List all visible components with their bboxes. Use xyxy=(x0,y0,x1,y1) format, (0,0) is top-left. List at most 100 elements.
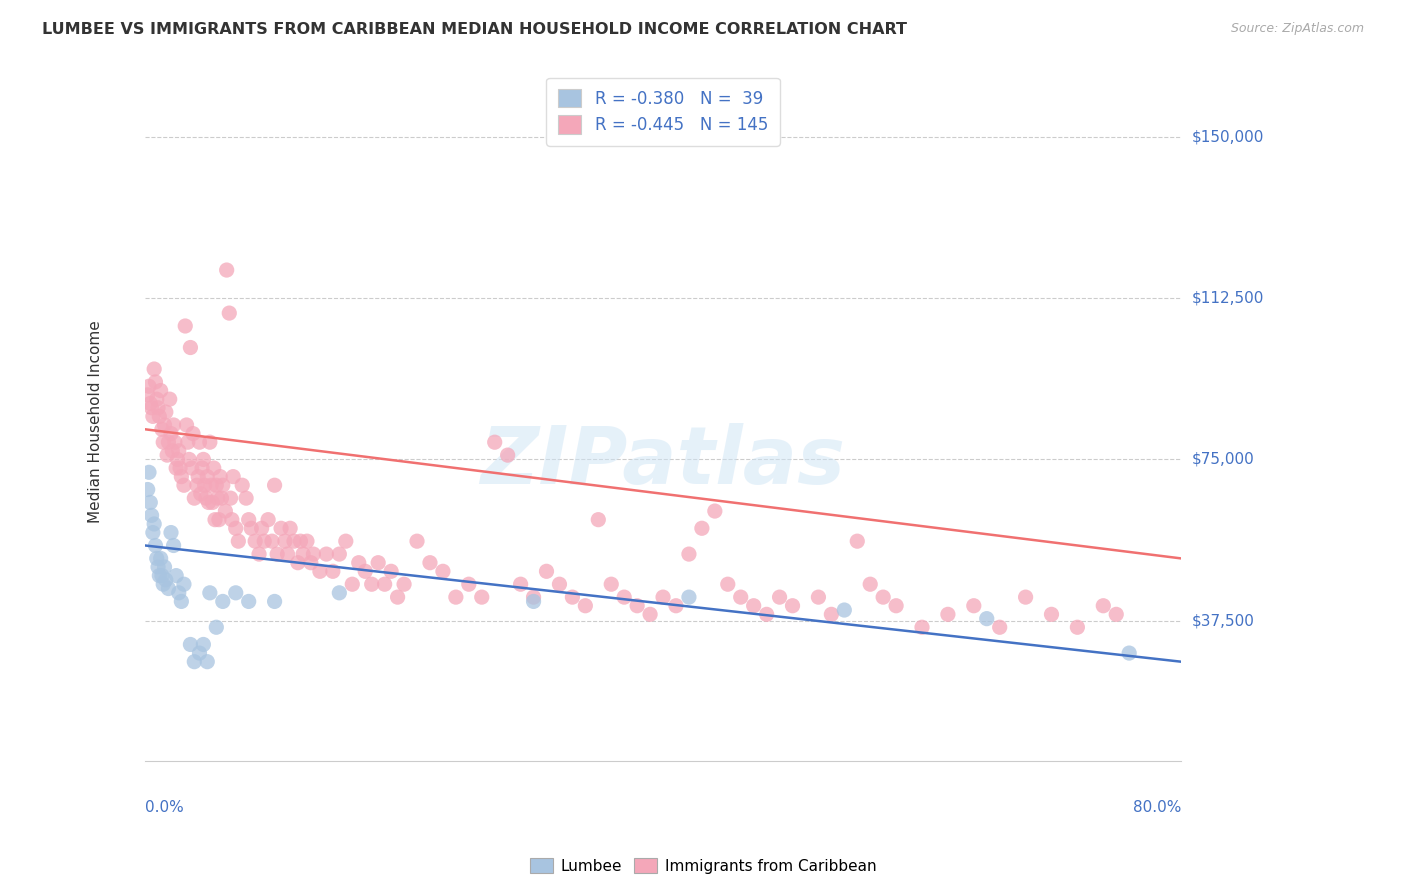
Point xyxy=(335,534,357,549)
Legend: R = -0.380   N =  39, R = -0.445   N = 145: R = -0.380 N = 39, R = -0.445 N = 145 xyxy=(547,78,780,145)
Point xyxy=(205,478,228,492)
Point xyxy=(183,655,205,669)
Point xyxy=(194,491,217,505)
Text: 80.0%: 80.0% xyxy=(1133,799,1181,814)
Point xyxy=(457,577,479,591)
Point xyxy=(250,521,273,535)
Point xyxy=(328,586,350,600)
Point xyxy=(354,564,377,578)
Point xyxy=(160,426,183,441)
Point xyxy=(652,590,675,604)
Point xyxy=(243,534,266,549)
Point xyxy=(1092,599,1115,613)
Point xyxy=(387,590,409,604)
Point xyxy=(1014,590,1036,604)
Text: $150,000: $150,000 xyxy=(1192,129,1264,145)
Point xyxy=(186,478,208,492)
Point xyxy=(406,534,429,549)
Point xyxy=(195,469,218,483)
Point xyxy=(742,599,765,613)
Point xyxy=(678,590,700,604)
Point xyxy=(141,508,163,523)
Point xyxy=(188,435,211,450)
Point xyxy=(235,491,257,505)
Point xyxy=(536,564,558,578)
Point xyxy=(162,417,184,432)
Point xyxy=(177,435,200,450)
Point xyxy=(548,577,571,591)
Point xyxy=(283,534,305,549)
Point xyxy=(155,405,177,419)
Point xyxy=(153,417,176,432)
Point xyxy=(253,534,276,549)
Point xyxy=(148,409,170,424)
Point xyxy=(202,461,225,475)
Point xyxy=(218,306,240,320)
Point xyxy=(315,547,337,561)
Point xyxy=(180,461,202,475)
Point xyxy=(174,318,197,333)
Point xyxy=(197,495,219,509)
Point xyxy=(166,452,188,467)
Point xyxy=(157,582,180,596)
Point xyxy=(145,375,167,389)
Point xyxy=(211,478,233,492)
Point xyxy=(884,599,907,613)
Point xyxy=(367,556,389,570)
Point xyxy=(139,495,162,509)
Point xyxy=(167,586,190,600)
Point xyxy=(380,564,402,578)
Point xyxy=(173,478,195,492)
Legend: Lumbee, Immigrants from Caribbean: Lumbee, Immigrants from Caribbean xyxy=(523,852,883,880)
Point xyxy=(141,401,163,415)
Point xyxy=(638,607,661,622)
Point xyxy=(911,620,934,634)
Point xyxy=(496,448,519,462)
Point xyxy=(188,646,211,660)
Point xyxy=(138,466,160,480)
Point xyxy=(260,534,283,549)
Point xyxy=(600,577,623,591)
Point xyxy=(201,495,224,509)
Point xyxy=(157,435,180,450)
Text: ZIPatlas: ZIPatlas xyxy=(481,424,845,501)
Text: $37,500: $37,500 xyxy=(1192,614,1256,628)
Point xyxy=(167,443,190,458)
Point xyxy=(834,603,856,617)
Point xyxy=(225,586,247,600)
Point xyxy=(238,513,260,527)
Text: LUMBEE VS IMMIGRANTS FROM CARIBBEAN MEDIAN HOUSEHOLD INCOME CORRELATION CHART: LUMBEE VS IMMIGRANTS FROM CARIBBEAN MEDI… xyxy=(42,22,907,37)
Point xyxy=(266,547,288,561)
Point xyxy=(846,534,869,549)
Point xyxy=(153,560,176,574)
Point xyxy=(976,612,998,626)
Point xyxy=(179,452,201,467)
Point xyxy=(1040,607,1063,622)
Point xyxy=(163,435,186,450)
Point xyxy=(755,607,778,622)
Point xyxy=(690,521,713,535)
Point xyxy=(176,417,198,432)
Point xyxy=(225,521,247,535)
Point xyxy=(509,577,531,591)
Point xyxy=(872,590,894,604)
Point xyxy=(170,469,193,483)
Point xyxy=(155,573,177,587)
Point xyxy=(522,590,544,604)
Point xyxy=(149,551,172,566)
Point xyxy=(392,577,415,591)
Point xyxy=(205,620,228,634)
Point xyxy=(988,620,1011,634)
Point xyxy=(278,521,301,535)
Point xyxy=(807,590,830,604)
Point xyxy=(194,478,217,492)
Point xyxy=(145,551,167,566)
Text: Median Household Income: Median Household Income xyxy=(89,320,103,523)
Point xyxy=(207,491,229,505)
Point xyxy=(360,577,382,591)
Point xyxy=(143,516,166,531)
Point xyxy=(152,577,174,591)
Point xyxy=(191,461,214,475)
Point xyxy=(208,513,231,527)
Point xyxy=(221,513,243,527)
